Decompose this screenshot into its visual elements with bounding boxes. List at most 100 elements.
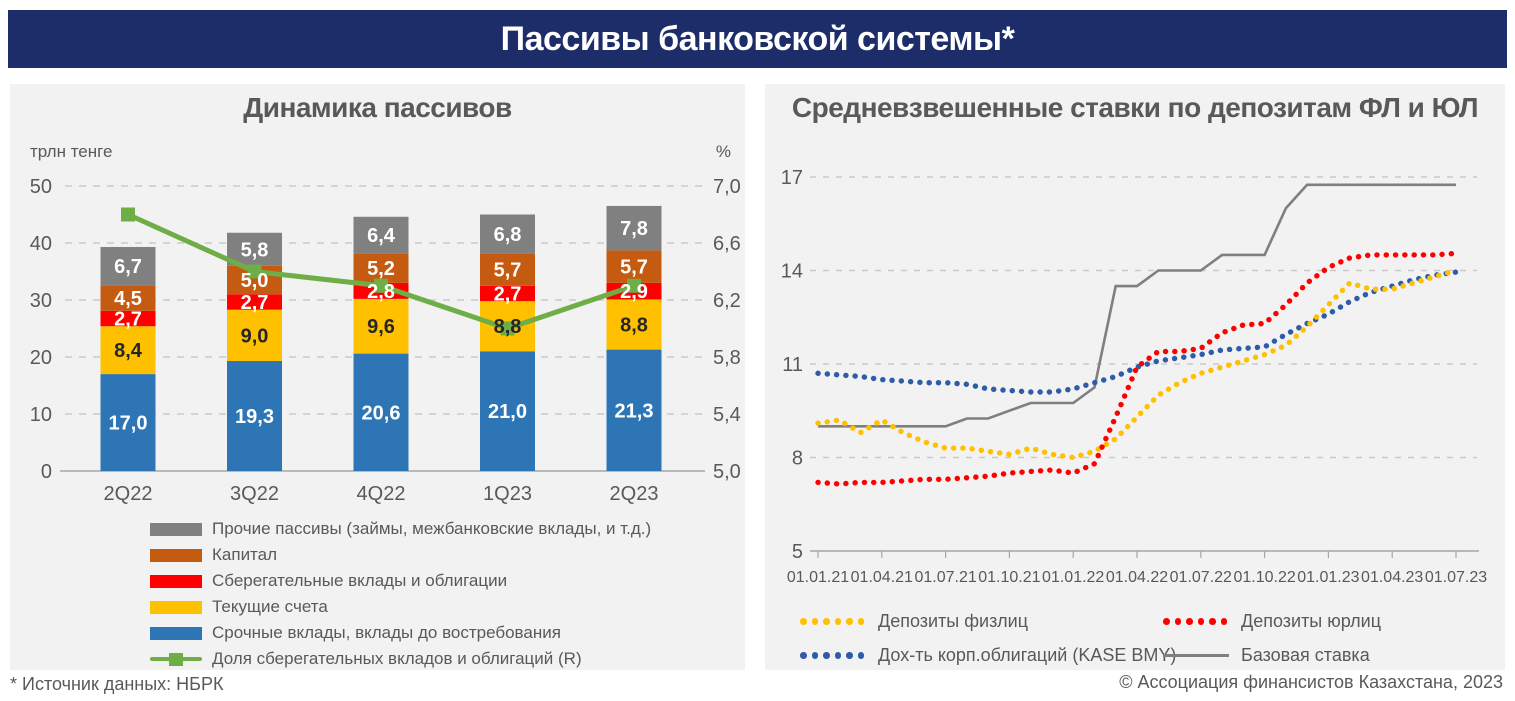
legend-item: Текущие счета	[150, 594, 651, 620]
rates-chart-canvas: 5 8 11 14 17 01.01.21 01.04.21 01.07.21 01.10.21…	[781, 167, 1487, 586]
svg-text:3Q22: 3Q22	[230, 483, 279, 505]
svg-text:01.01.22: 01.01.22	[1042, 569, 1104, 586]
legend-label: Капитал	[212, 545, 278, 564]
dotted-line-swatch-icon	[800, 652, 866, 659]
svg-text:5,0: 5,0	[241, 270, 269, 292]
svg-text:01.04.21: 01.04.21	[851, 569, 913, 586]
line-marker-swatch-icon	[150, 652, 202, 666]
svg-text:01.07.23: 01.07.23	[1425, 569, 1487, 586]
svg-text:40: 40	[30, 233, 52, 255]
dotted-line-swatch-icon	[800, 618, 866, 625]
svg-text:19,3: 19,3	[235, 406, 274, 428]
legend-item: Срочные вклады, вклады до востребования	[150, 620, 651, 646]
bar-swatch-icon	[150, 626, 202, 640]
svg-text:21,0: 21,0	[488, 401, 527, 423]
liabilities-chart-title: Динамика пассивов	[243, 92, 512, 123]
svg-text:4Q22: 4Q22	[357, 483, 406, 505]
legend-label: Доля сберегательных вкладов и облигаций …	[212, 649, 582, 668]
legend-label: Депозиты юрлиц	[1241, 611, 1382, 631]
svg-text:01.07.22: 01.07.22	[1170, 569, 1232, 586]
svg-text:6,2: 6,2	[713, 290, 741, 312]
svg-text:17: 17	[781, 167, 803, 189]
bar-swatch-icon	[150, 600, 202, 614]
legend-item: Депозиты юрлиц	[1163, 611, 1381, 632]
svg-text:4,5: 4,5	[114, 288, 142, 310]
bar-swatch-icon	[150, 522, 202, 536]
copyright-note: © Ассоциация финансистов Казахстана, 202…	[1119, 672, 1503, 692]
legend-label: Базовая ставка	[1241, 645, 1370, 665]
svg-text:6,4: 6,4	[367, 225, 396, 247]
legend-item: Сберегательные вклады и облигации	[150, 568, 651, 594]
svg-text:01.10.22: 01.10.22	[1233, 569, 1295, 586]
svg-text:5: 5	[792, 541, 803, 563]
svg-text:6,8: 6,8	[494, 224, 522, 246]
source-note: * Источник данных: НБРК	[10, 674, 224, 694]
svg-text:7,0: 7,0	[713, 176, 741, 198]
main-title: Пассивы банковской системы*	[500, 19, 1015, 58]
svg-text:01.10.21: 01.10.21	[978, 569, 1040, 586]
solid-line-swatch-icon	[1163, 654, 1229, 657]
svg-text:8,8: 8,8	[620, 315, 648, 337]
svg-text:5,8: 5,8	[713, 347, 741, 369]
svg-text:8,4: 8,4	[114, 340, 143, 362]
svg-text:20,6: 20,6	[362, 402, 401, 424]
legend-item: Базовая ставка	[1163, 645, 1381, 666]
rates-panel: Средневзвешенные ставки по депозитам ФЛ …	[765, 84, 1505, 670]
svg-text:01.01.21: 01.01.21	[787, 569, 849, 586]
svg-text:0: 0	[41, 461, 52, 483]
liabilities-legend: Прочие пассивы (займы, межбанковские вкл…	[150, 516, 651, 672]
svg-text:2,8: 2,8	[367, 281, 395, 303]
svg-text:2Q23: 2Q23	[610, 483, 659, 505]
legend-item: Доля сберегательных вкладов и облигаций …	[150, 646, 651, 672]
legend-label: Депозиты физлиц	[878, 611, 1029, 631]
svg-text:14: 14	[781, 260, 803, 282]
rates-legend: Депозиты физлиц Депозиты юрлиц Дох-ть корп…	[800, 611, 1381, 666]
svg-text:21,3: 21,3	[615, 400, 654, 422]
svg-text:8,8: 8,8	[494, 316, 522, 338]
legend-label: Текущие счета	[212, 597, 328, 616]
svg-text:50: 50	[30, 176, 52, 198]
svg-text:1Q23: 1Q23	[483, 483, 532, 505]
svg-text:5,4: 5,4	[713, 404, 741, 426]
svg-text:2,7: 2,7	[494, 283, 522, 305]
legend-label: Сберегательные вклады и облигации	[212, 571, 508, 590]
legend-item: Капитал	[150, 542, 651, 568]
svg-text:5,8: 5,8	[241, 239, 269, 261]
svg-text:9,0: 9,0	[241, 325, 269, 347]
svg-text:5,0: 5,0	[713, 461, 741, 483]
svg-text:01.07.21: 01.07.21	[914, 569, 976, 586]
svg-text:01.01.23: 01.01.23	[1297, 569, 1359, 586]
svg-text:5,2: 5,2	[367, 258, 395, 280]
legend-item: Прочие пассивы (займы, межбанковские вкл…	[150, 516, 651, 542]
legend-label: Срочные вклады, вклады до востребования	[212, 623, 561, 642]
svg-text:11: 11	[782, 354, 803, 376]
svg-text:7,8: 7,8	[620, 218, 648, 240]
liabilities-panel: Динамика пассивов трлн тенге % 0 10 20 30 40…	[10, 84, 745, 670]
liabilities-chart-canvas: 0 10 20 30 40 50 5,0 5,4 5,8 6,2 6,6 7,0 2Q22 3Q22 4Q2…	[30, 176, 741, 505]
svg-text:2,7: 2,7	[241, 292, 269, 314]
svg-text:2,7: 2,7	[114, 309, 142, 331]
svg-text:10: 10	[30, 404, 52, 426]
left-axis-unit-label: трлн тенге	[30, 142, 113, 161]
svg-text:2Q22: 2Q22	[104, 483, 153, 505]
bar-swatch-icon	[150, 574, 202, 588]
rates-chart-title: Средневзвешенные ставки по депозитам ФЛ …	[791, 92, 1479, 123]
svg-text:01.04.23: 01.04.23	[1361, 569, 1423, 586]
svg-text:6,7: 6,7	[114, 256, 142, 278]
right-axis-unit-label: %	[715, 142, 731, 161]
svg-text:5,7: 5,7	[494, 260, 522, 282]
svg-text:30: 30	[30, 290, 52, 312]
svg-text:17,0: 17,0	[109, 413, 148, 435]
svg-text:01.04.22: 01.04.22	[1106, 569, 1168, 586]
legend-item: Депозиты физлиц	[800, 611, 1163, 632]
bar-swatch-icon	[150, 548, 202, 562]
legend-label: Прочие пассивы (займы, межбанковские вкл…	[212, 519, 652, 538]
svg-text:2,9: 2,9	[620, 281, 648, 303]
legend-item: Дох-ть корп.облигаций (KASE BMY)	[800, 645, 1176, 666]
header-bar: Пассивы банковской системы*	[8, 10, 1507, 68]
svg-text:8: 8	[792, 447, 803, 469]
svg-text:20: 20	[30, 347, 52, 369]
dotted-line-swatch-icon	[1163, 618, 1229, 625]
svg-text:9,6: 9,6	[367, 316, 395, 338]
